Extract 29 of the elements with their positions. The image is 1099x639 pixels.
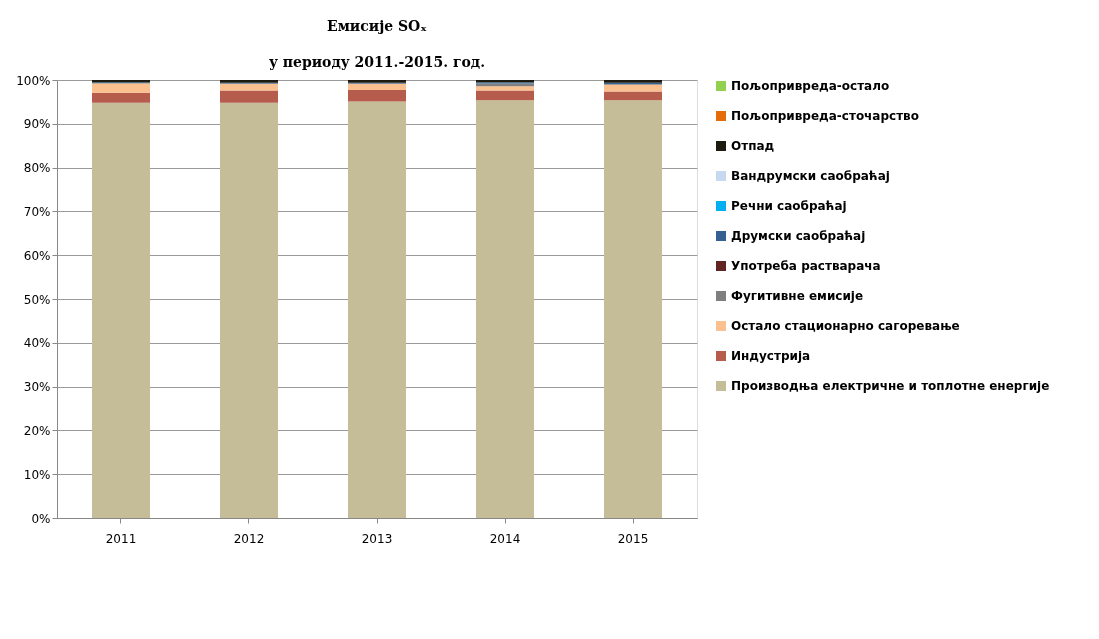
legend-label: Фугитивне емисије [731,289,864,303]
legend-label: Друмски саобраћај [731,229,866,243]
x-tick-label: 2013 [361,531,393,546]
x-tick-label: 2015 [617,531,649,546]
y-tick-label: 0% [31,511,51,526]
legend-label: Вандрумски саобраћај [731,169,890,183]
x-tick-label: 2014 [489,531,521,546]
y-tick-label: 30% [23,380,51,395]
legend-label: Индустрија [731,349,811,363]
y-tick-label: 60% [23,248,51,263]
legend-label: Речни саобраћај [731,199,847,213]
legend-label: Отпад [731,139,775,153]
y-tick-label: 10% [23,467,51,482]
legend-label: Остало стационарно сагоревање [731,319,960,333]
chart-subtitle: у периоду 2011.-2015. год. [268,54,486,70]
chart-title: Емисије SOₓ [327,18,428,34]
legend-label: Употреба растварача [731,259,881,273]
y-tick-label: 80% [23,161,51,176]
x-tick-label: 2011 [105,531,137,546]
legend-label: Пољопривреда-остало [731,79,890,93]
y-tick-label: 90% [23,117,51,132]
y-tick-label: 100% [16,73,51,88]
legend-label: Пољопривреда-сточарство [731,109,919,123]
legend-label: Производња електричне и топлотне енергије [731,379,1050,393]
x-tick-label: 2012 [233,531,265,546]
y-tick-label: 70% [23,204,51,219]
y-tick-label: 50% [23,292,51,307]
y-tick-label: 40% [23,336,51,351]
y-tick-label: 20% [23,423,51,438]
